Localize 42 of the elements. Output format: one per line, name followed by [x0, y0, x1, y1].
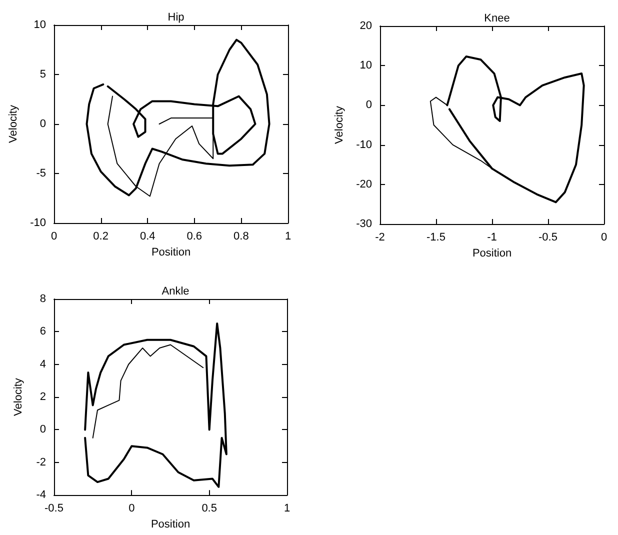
y-tick-label: 8	[40, 293, 46, 305]
x-tick-label: 0.6	[186, 230, 202, 242]
y-tick-label: -20	[356, 178, 372, 190]
x-tick-label: -0.5	[44, 502, 64, 515]
x-tick-label: 0.2	[93, 230, 108, 242]
x-tick-label: -2	[375, 232, 385, 244]
y-tick-label: 10	[360, 60, 372, 72]
x-tick-label: 0.4	[140, 230, 156, 242]
y-tick-label: 0	[366, 99, 372, 112]
y-tick-label: 0	[40, 118, 46, 130]
y-tick-label: 2	[40, 391, 46, 404]
chart-title: Knee	[484, 12, 510, 24]
y-tick-label: -4	[36, 489, 46, 502]
x-tick-label: 0	[50, 230, 58, 242]
x-tick-label: -1.5	[426, 232, 446, 244]
x-axis-title: Position	[472, 247, 512, 260]
y-tick-label: 0	[40, 424, 46, 436]
x-axis-title: Position	[151, 246, 191, 258]
x-tick-label: 0.8	[234, 230, 249, 242]
y-tick-label: -30	[356, 218, 372, 230]
y-tick-label: 20	[360, 20, 372, 32]
x-tick-label: 1	[284, 230, 292, 242]
y-axis-title: Velocity	[8, 104, 20, 143]
y-tick-label: 5	[40, 68, 46, 80]
x-tick-label: 1	[284, 502, 290, 515]
x-tick-label: 0.5	[202, 502, 217, 515]
y-tick-label: -10	[356, 138, 372, 151]
y-tick-label: 6	[40, 326, 46, 338]
x-tick-label: 0	[128, 502, 135, 515]
y-tick-label: -2	[36, 456, 46, 468]
x-tick-label: 0	[600, 232, 608, 244]
y-tick-label: 4	[40, 358, 46, 370]
chart-title: Hip	[168, 12, 184, 24]
y-axis-title: Velocity	[12, 378, 24, 416]
chart-title: Ankle	[162, 286, 190, 298]
x-tick-label: -1	[487, 232, 497, 244]
x-tick-label: -0.5	[538, 232, 558, 244]
x-axis-title: Position	[150, 518, 190, 530]
y-tick-label: -5	[36, 168, 46, 180]
y-tick-label: 10	[34, 19, 46, 31]
y-tick-label: -10	[30, 217, 46, 229]
y-axis-title: Velocity	[334, 106, 346, 144]
